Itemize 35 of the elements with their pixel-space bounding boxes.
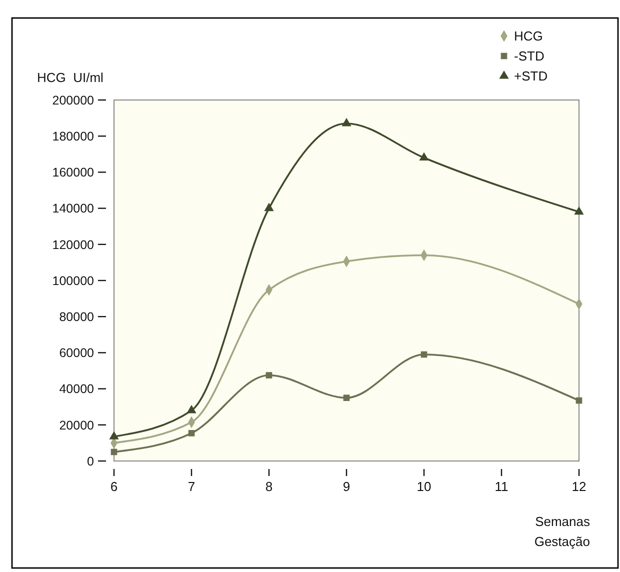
point (110, 448, 118, 456)
point (264, 202, 274, 212)
x-tick-label: 12 (572, 479, 586, 494)
point (420, 351, 428, 358)
x-tick-label: 7 (188, 479, 196, 494)
point (266, 372, 272, 378)
y-tick-label: 0 (87, 454, 94, 468)
y-tick-label: 60000 (59, 346, 94, 360)
y-tick-label: 40000 (59, 382, 94, 396)
legend-label: +STD (514, 68, 548, 84)
x-tick-label: 11 (494, 479, 508, 494)
y-tick-label: 200000 (52, 93, 94, 108)
legend-label: HCG (514, 28, 543, 44)
y-tick-label: 20000 (59, 418, 94, 432)
y-tick-label: 100000 (52, 274, 94, 288)
point (343, 394, 350, 401)
point (342, 118, 352, 126)
y-tick-label: 160000 (52, 166, 94, 180)
point (188, 430, 195, 436)
legend-label: -STD (514, 48, 544, 64)
y-tick-label: 180000 (52, 129, 94, 144)
point (186, 404, 196, 414)
y-axis-title: HCG UI/ml (37, 70, 104, 85)
y-tick-label: 80000 (59, 310, 94, 324)
point (419, 152, 429, 161)
point (109, 431, 119, 440)
point (576, 397, 582, 404)
x-tick-label: 10 (416, 479, 432, 494)
y-tick-label: 120000 (52, 238, 94, 252)
y-tick-label: 140000 (52, 202, 94, 216)
x-tick-label: 6 (110, 479, 118, 494)
point (574, 206, 584, 215)
x-axis-title: Semanas Gestação (534, 514, 590, 549)
x-tick-label: 8 (265, 479, 273, 494)
x-tick-label: 9 (342, 479, 350, 494)
